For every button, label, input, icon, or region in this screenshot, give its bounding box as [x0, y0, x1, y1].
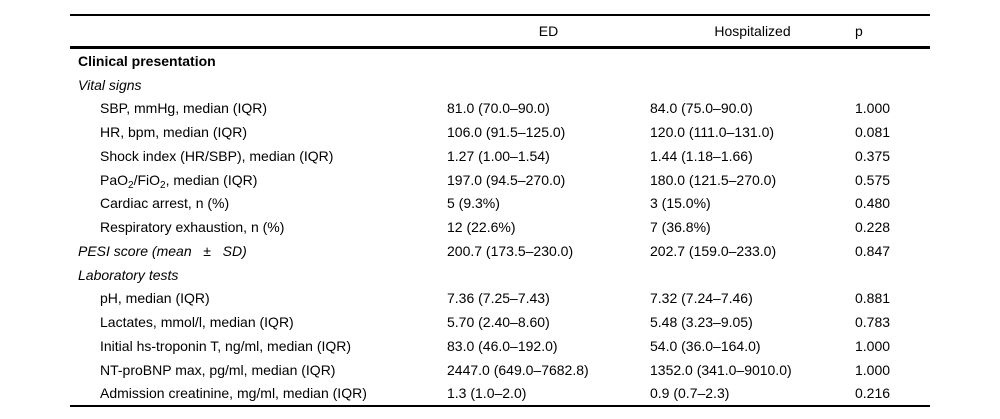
row-label-segment: , median (IQR) — [165, 171, 258, 188]
cell-ed-value: 12 (22.6%) — [447, 219, 516, 236]
row-label: PaO2/FiO2, median (IQR) — [70, 171, 447, 191]
row-label: Vital signs — [78, 76, 142, 93]
row-label: HR, bpm, median (IQR) — [100, 124, 248, 141]
cell-hospitalized-value: 5.48 (3.23–9.05) — [650, 314, 753, 331]
row-label: Shock index (HR/SBP), median (IQR) — [100, 147, 334, 164]
cell-hospitalized-value: 0.9 (0.7–2.3) — [650, 385, 730, 402]
row-label: NT-proBNP max, pg/ml, median (IQR) — [100, 361, 336, 378]
cell-hospitalized-value: 7.32 (7.24–7.46) — [650, 290, 753, 307]
cell-hospitalized-value: 180.0 (121.5–270.0) — [650, 171, 777, 188]
table-row: NT-proBNP max, pg/ml, median (IQR) 2447.0… — [70, 358, 930, 382]
table-row: Initial hs-troponin T, ng/ml, median (IQ… — [70, 334, 930, 358]
cell-ed-value: 83.0 (46.0–192.0) — [447, 337, 558, 354]
cell-hospitalized-value: 84.0 (75.0–90.0) — [650, 100, 753, 117]
table-body: Clinical presentation Vital signs SBP, mmH… — [70, 49, 930, 405]
table-row: Respiratory exhaustion, n (%) 12 (22.6%) 7… — [70, 215, 930, 239]
cell-hospitalized-value: 1352.0 (341.0–9010.0) — [650, 361, 792, 378]
table-header-rule — [70, 46, 930, 49]
cell-hospitalized-value: 1.44 (1.18–1.66) — [650, 147, 753, 164]
table-row: PaO2/FiO2, median (IQR) 197.0 (94.5–270.0… — [70, 168, 930, 192]
header-p: p — [855, 23, 863, 39]
row-label: Clinical presentation — [78, 52, 216, 69]
row-label: Respiratory exhaustion, n (%) — [100, 219, 285, 236]
cell-hospitalized-value: 3 (15.0%) — [650, 195, 711, 212]
cell-ed-value: 2447.0 (649.0–7682.8) — [447, 361, 589, 378]
cell-ed-value: 81.0 (70.0–90.0) — [447, 100, 550, 117]
cell-hospitalized-value: 54.0 (36.0–164.0) — [650, 337, 761, 354]
row-label: Laboratory tests — [78, 266, 179, 283]
cell-p-value: 0.480 — [855, 195, 891, 212]
cell-p-value: 0.216 — [855, 385, 891, 402]
table-row: Cardiac arrest, n (%) 5 (9.3%) 3 (15.0%) 0.… — [70, 192, 930, 216]
cell-p-value: 0.575 — [855, 171, 891, 188]
cell-p-value: 0.081 — [855, 124, 891, 141]
table-row: HR, bpm, median (IQR) 106.0 (91.5–125.0) 1… — [70, 120, 930, 144]
row-label-segment: /FiO — [133, 171, 161, 188]
table-row: pH, median (IQR) 7.36 (7.25–7.43) 7.32 (7.… — [70, 287, 930, 311]
cell-ed-value: 197.0 (94.5–270.0) — [447, 171, 566, 188]
row-label: Initial hs-troponin T, ng/ml, median (IQ… — [100, 337, 352, 354]
cell-ed-value: 106.0 (91.5–125.0) — [447, 124, 566, 141]
header-ed: ED — [538, 23, 559, 39]
table-row: Laboratory tests — [70, 263, 930, 287]
table-row: Vital signs — [70, 73, 930, 97]
table-row: PESI score (mean ± SD) 200.7 (173.5–230.0… — [70, 239, 930, 263]
cell-ed-value: 1.27 (1.00–1.54) — [447, 147, 550, 164]
cell-ed-value: 5 (9.3%) — [447, 195, 500, 212]
table-header-row: ED Hospitalized p — [70, 16, 930, 46]
cell-ed-value: 1.3 (1.0–2.0) — [447, 385, 527, 402]
header-hospitalized: Hospitalized — [714, 23, 791, 39]
cell-p-value: 0.881 — [855, 290, 891, 307]
table-row: SBP, mmHg, median (IQR) 81.0 (70.0–90.0) 8… — [70, 97, 930, 121]
cell-hospitalized-value: 120.0 (111.0–131.0) — [650, 124, 775, 141]
cell-p-value: 0.783 — [855, 314, 891, 331]
row-label-subscript: 2 — [160, 179, 166, 191]
cell-ed-value: 7.36 (7.25–7.43) — [447, 290, 550, 307]
table-row: Shock index (HR/SBP), median (IQR) 1.27 (… — [70, 144, 930, 168]
table-row: Lactates, mmol/l, median (IQR) 5.70 (2.40… — [70, 310, 930, 334]
cell-ed-value: 5.70 (2.40–8.60) — [447, 314, 550, 331]
row-label: Admission creatinine, mg/ml, median (IQR… — [100, 385, 367, 402]
row-label-subscript: 2 — [128, 179, 134, 191]
row-label: PESI score (mean ± SD) — [78, 242, 247, 259]
cell-p-value: 0.375 — [855, 147, 891, 164]
row-label: Cardiac arrest, n (%) — [100, 195, 230, 212]
cell-p-value: 1.000 — [855, 361, 891, 378]
row-label: SBP, mmHg, median (IQR) — [100, 100, 268, 117]
row-label-segment: PaO — [100, 171, 129, 188]
table-row: Admission creatinine, mg/ml, median (IQR… — [70, 382, 930, 406]
table-bottom-rule — [70, 405, 930, 408]
table-top-rule — [70, 14, 930, 16]
cell-hospitalized-value: 7 (36.8%) — [650, 219, 711, 236]
cell-p-value: 0.847 — [855, 242, 891, 259]
cell-p-value: 1.000 — [855, 337, 891, 354]
clinical-presentation-table: ED Hospitalized p Clinical presentation V… — [70, 14, 930, 408]
table-row: Clinical presentation — [70, 49, 930, 73]
cell-p-value: 1.000 — [855, 100, 891, 117]
row-label: Lactates, mmol/l, median (IQR) — [100, 314, 294, 331]
cell-p-value: 0.228 — [855, 219, 891, 236]
cell-hospitalized-value: 202.7 (159.0–233.0) — [650, 242, 777, 259]
row-label: pH, median (IQR) — [100, 290, 210, 307]
cell-ed-value: 200.7 (173.5–230.0) — [447, 242, 574, 259]
